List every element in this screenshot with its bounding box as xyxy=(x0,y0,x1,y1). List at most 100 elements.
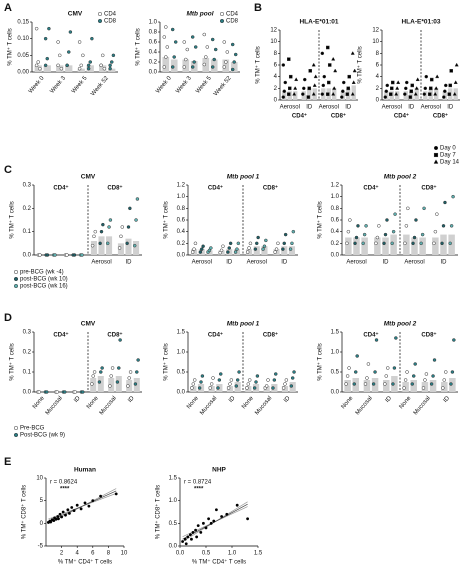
point xyxy=(55,390,59,394)
point xyxy=(405,370,409,374)
point xyxy=(346,86,350,91)
bar xyxy=(125,238,132,255)
point xyxy=(220,515,224,518)
point xyxy=(75,503,79,507)
y-tick-label: 4 xyxy=(376,74,380,80)
legend-label: CD8 xyxy=(226,19,239,25)
point xyxy=(125,241,129,246)
point xyxy=(56,40,60,44)
y-tick-label: 0.3 xyxy=(23,183,32,189)
x-tick-label: ID xyxy=(281,260,288,266)
point xyxy=(264,238,268,243)
section-label: CD4⁺ xyxy=(292,113,307,120)
point xyxy=(208,386,213,390)
fit-line xyxy=(48,490,117,522)
point xyxy=(352,382,357,386)
x-tick-label: ID xyxy=(447,105,454,111)
point xyxy=(288,74,293,79)
point xyxy=(226,386,231,390)
bar xyxy=(253,246,260,255)
y-tick-label: 0.3 xyxy=(23,330,32,336)
point xyxy=(101,222,105,227)
point xyxy=(377,224,381,228)
y-tick-label: 1.0 xyxy=(331,350,340,356)
y-tick-label: 2 xyxy=(274,86,278,92)
point xyxy=(93,229,98,234)
point xyxy=(288,86,292,91)
point xyxy=(342,80,346,85)
point xyxy=(38,66,42,71)
point xyxy=(13,276,19,282)
point xyxy=(287,92,291,96)
point xyxy=(57,517,60,521)
point xyxy=(311,62,316,67)
x-tick-label: Mucosal xyxy=(355,395,374,416)
x-tick-label: ID xyxy=(345,105,352,111)
point xyxy=(199,531,203,534)
point xyxy=(424,372,429,376)
point xyxy=(77,40,82,44)
panel-letter: D xyxy=(4,312,12,324)
x-tick-label: 8 xyxy=(107,551,111,557)
point xyxy=(422,92,427,96)
point xyxy=(344,382,348,386)
point xyxy=(210,37,215,42)
bar xyxy=(429,380,437,392)
bar xyxy=(403,234,410,255)
point xyxy=(435,212,439,216)
point xyxy=(385,218,389,222)
point xyxy=(182,65,187,69)
point xyxy=(306,95,311,99)
bar xyxy=(210,59,218,72)
point xyxy=(347,366,351,370)
point xyxy=(440,241,444,246)
x-tick-label: None xyxy=(32,395,46,410)
section-label: CD4⁺ xyxy=(363,332,378,339)
point xyxy=(390,241,394,246)
point xyxy=(442,95,446,99)
x-tick-label: 4 xyxy=(76,551,80,557)
point xyxy=(352,68,357,73)
point xyxy=(91,499,95,503)
point xyxy=(64,513,67,517)
bar xyxy=(374,237,381,255)
legend-label: Day 14 xyxy=(440,160,460,166)
y-tick-label: 0.15 xyxy=(17,20,29,26)
point xyxy=(385,83,390,88)
x-tick-label: Week 3 xyxy=(175,75,193,95)
point xyxy=(43,36,48,41)
point xyxy=(90,382,94,386)
point xyxy=(13,269,19,275)
point xyxy=(419,241,423,246)
point xyxy=(233,250,238,254)
point xyxy=(190,65,195,69)
point xyxy=(281,386,286,390)
point xyxy=(350,51,355,55)
point xyxy=(100,366,104,370)
bar xyxy=(384,91,389,100)
x-tick-label: ID xyxy=(385,395,394,404)
point xyxy=(215,508,218,512)
x-tick-label: ID xyxy=(73,395,82,404)
bar xyxy=(98,236,105,255)
point xyxy=(219,11,225,17)
point xyxy=(184,57,188,62)
point xyxy=(433,152,439,158)
point xyxy=(413,91,418,96)
point xyxy=(202,521,205,525)
point xyxy=(361,241,365,246)
point xyxy=(374,338,379,342)
y-tick-label: 0.5 xyxy=(331,370,340,376)
section-label: CD8⁺ xyxy=(433,113,448,120)
point xyxy=(420,232,425,237)
point xyxy=(331,56,336,61)
x-tick-label: Mucosal xyxy=(45,395,64,416)
point xyxy=(405,80,409,85)
bar xyxy=(43,65,51,72)
x-tick-label: 2 xyxy=(60,551,64,557)
x-tick-label: ID xyxy=(443,395,452,404)
point xyxy=(86,63,91,68)
point xyxy=(345,241,349,246)
y-tick-label: 0.5 xyxy=(177,370,186,376)
point xyxy=(403,92,407,96)
